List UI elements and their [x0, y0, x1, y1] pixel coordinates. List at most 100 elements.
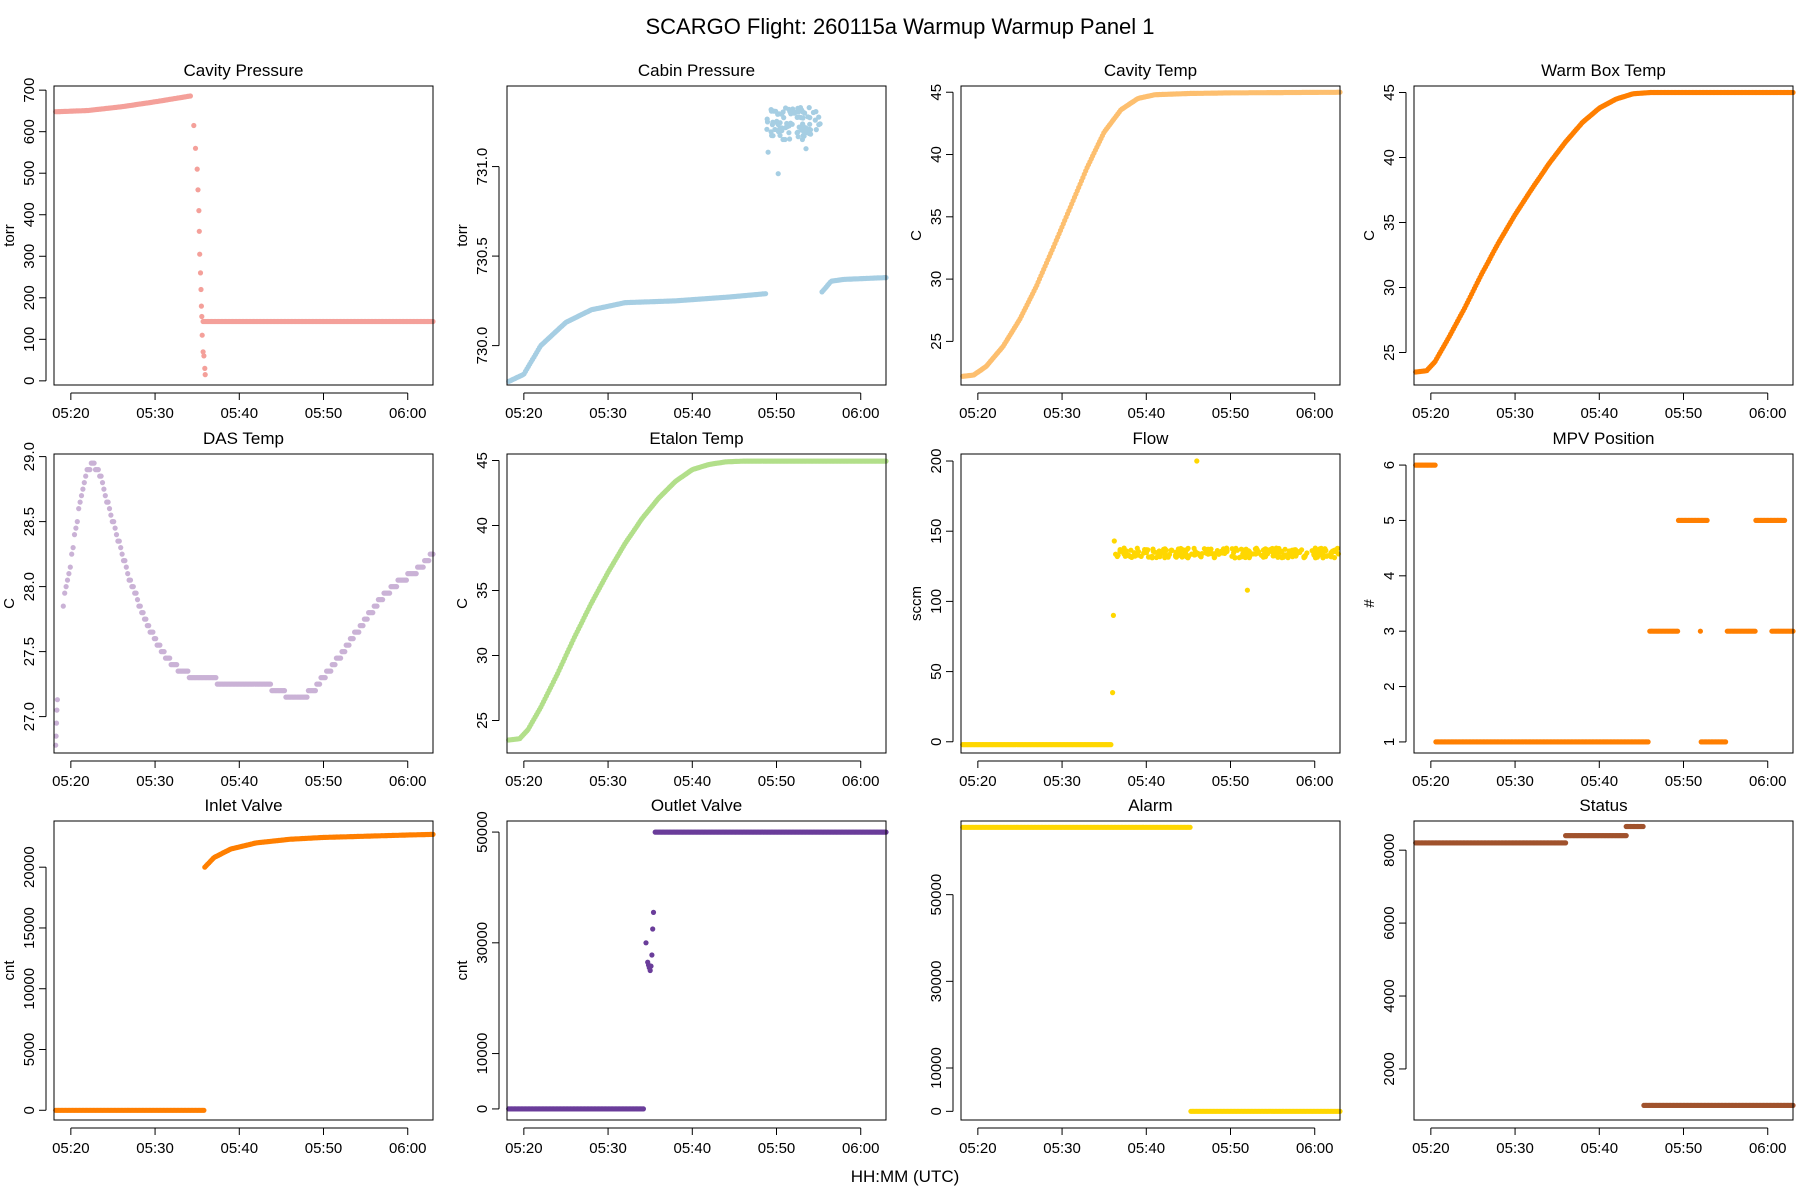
data-point [813, 127, 819, 133]
data-point [74, 519, 80, 525]
data-point [1260, 547, 1266, 553]
data-point [1291, 551, 1297, 557]
y-tick-label: 40 [1381, 149, 1398, 166]
y-tick-label: 731.0 [474, 148, 491, 186]
data-point [80, 486, 86, 492]
y-tick-label: 3 [1381, 627, 1398, 635]
data-point [200, 349, 206, 355]
data-point [95, 467, 101, 473]
data-point [763, 291, 769, 297]
x-axis-flow: 05:20 05:30 05:40 05:50 06:00 [959, 760, 1334, 790]
data-point [648, 963, 654, 969]
x-tick-label: 05:40 [674, 405, 712, 422]
y-axis-warm-box-temp: 25 30 35 40 45 [1381, 84, 1407, 361]
y-tick-label: 45 [1381, 84, 1398, 101]
y-axis-mpv-position: 1 2 3 4 5 6 [1381, 461, 1407, 746]
data-point [783, 125, 789, 131]
data-point [140, 610, 146, 616]
data-point [795, 105, 801, 111]
x-tick-label: 06:00 [1296, 773, 1334, 790]
data-point [1292, 547, 1299, 553]
data-point [187, 93, 193, 99]
y-tick-label: 40 [928, 146, 945, 163]
x-axis-mpv-position: 05:20 05:30 05:40 05:50 06:00 [1412, 760, 1787, 790]
y-tick-label: 35 [928, 208, 945, 225]
data-point [202, 372, 208, 378]
data-point [1301, 554, 1307, 560]
x-tick-label: 05:20 [1412, 1140, 1450, 1157]
panel-title-outlet-valve: Outlet Valve [651, 796, 742, 815]
panel-status: Status 05:20 05:30 05:40 05:50 06:00 2000 4000 6… [1381, 796, 1796, 1157]
data-point [185, 668, 191, 674]
y-tick-label: 0 [474, 1105, 491, 1113]
y-axis-label-cabin-pressure: torr [454, 224, 471, 247]
x-axis-label: HH:MM (UTC) [851, 1167, 960, 1186]
y-axis-cabin-pressure: 730.0 730.5 731.0 [474, 148, 500, 364]
x-tick-label: 05:40 [1128, 405, 1166, 422]
x-axis-outlet-valve: 05:20 05:30 05:40 05:50 06:00 [505, 1127, 880, 1157]
data-point [157, 642, 163, 648]
y-tick-label: 27.5 [21, 637, 38, 666]
data-point [813, 109, 819, 115]
x-tick-label: 05:20 [52, 773, 90, 790]
x-tick-label: 06:00 [389, 405, 427, 422]
x-tick-label: 06:00 [842, 1140, 880, 1157]
data-point [1645, 739, 1651, 745]
y-axis-flow: 0 50 100 150 200 [928, 449, 954, 746]
data-point [153, 636, 159, 642]
data-point [795, 134, 801, 140]
y-axis-etalon-temp: 25 30 35 40 45 [474, 452, 500, 729]
data-point [69, 551, 75, 557]
data-point [775, 121, 781, 128]
data-point [1194, 458, 1200, 464]
data-point [1236, 555, 1242, 561]
figure-title: SCARGO Flight: 260115a Warmup Warmup Pan… [645, 14, 1154, 39]
data-point [794, 114, 800, 120]
x-tick-label: 06:00 [842, 773, 880, 790]
panel-title-warm-box-temp: Warm Box Temp [1541, 61, 1666, 80]
data-point [370, 610, 376, 616]
data-point [1240, 551, 1246, 557]
data-point [116, 538, 122, 544]
y-axis-cavity-temp: 25 30 35 40 45 [928, 84, 954, 350]
data-point [647, 967, 653, 974]
data-point [1110, 612, 1116, 619]
y-tick-label: 30 [928, 271, 945, 288]
data-point [312, 688, 318, 694]
data-point [122, 558, 128, 564]
data-point [197, 251, 203, 257]
data-point [70, 545, 76, 551]
y-axis-label-inlet-valve: cnt [1, 960, 18, 981]
x-tick-label: 05:40 [1581, 773, 1619, 790]
x-tick-label: 05:20 [1412, 405, 1450, 422]
data-point [403, 577, 409, 583]
y-axis-alarm: 0 10000 30000 50000 [928, 874, 954, 1116]
data-point [768, 108, 775, 114]
data-point [1169, 547, 1175, 553]
x-tick-label: 06:00 [1749, 1140, 1787, 1157]
x-tick-label: 06:00 [1296, 405, 1334, 422]
x-tick-label: 05:40 [1128, 1140, 1166, 1157]
x-tick-label: 05:50 [1665, 405, 1703, 422]
x-tick-label: 05:40 [1128, 773, 1166, 790]
data-point [1180, 547, 1187, 553]
data-point [191, 122, 197, 129]
y-axis-label-outlet-valve: cnt [454, 960, 471, 981]
y-tick-label: 10000 [928, 1047, 945, 1089]
data-point [1111, 538, 1117, 544]
series-mpv-position [1413, 462, 1796, 745]
data-point [53, 720, 60, 726]
data-point [796, 124, 802, 130]
x-tick-label: 05:30 [136, 773, 174, 790]
y-tick-label: 15000 [21, 907, 38, 949]
panel-flow: Flow sccm 05:20 05:30 05:40 05:50 06:00 0 50 100 1… [908, 429, 1341, 790]
x-tick-label: 05:40 [221, 405, 259, 422]
data-point [53, 733, 59, 739]
y-tick-label: 30000 [474, 922, 491, 964]
data-point [794, 130, 800, 136]
x-tick-label: 05:20 [1412, 773, 1450, 790]
data-point [799, 107, 805, 113]
data-point [413, 571, 419, 577]
data-point [1185, 545, 1191, 551]
